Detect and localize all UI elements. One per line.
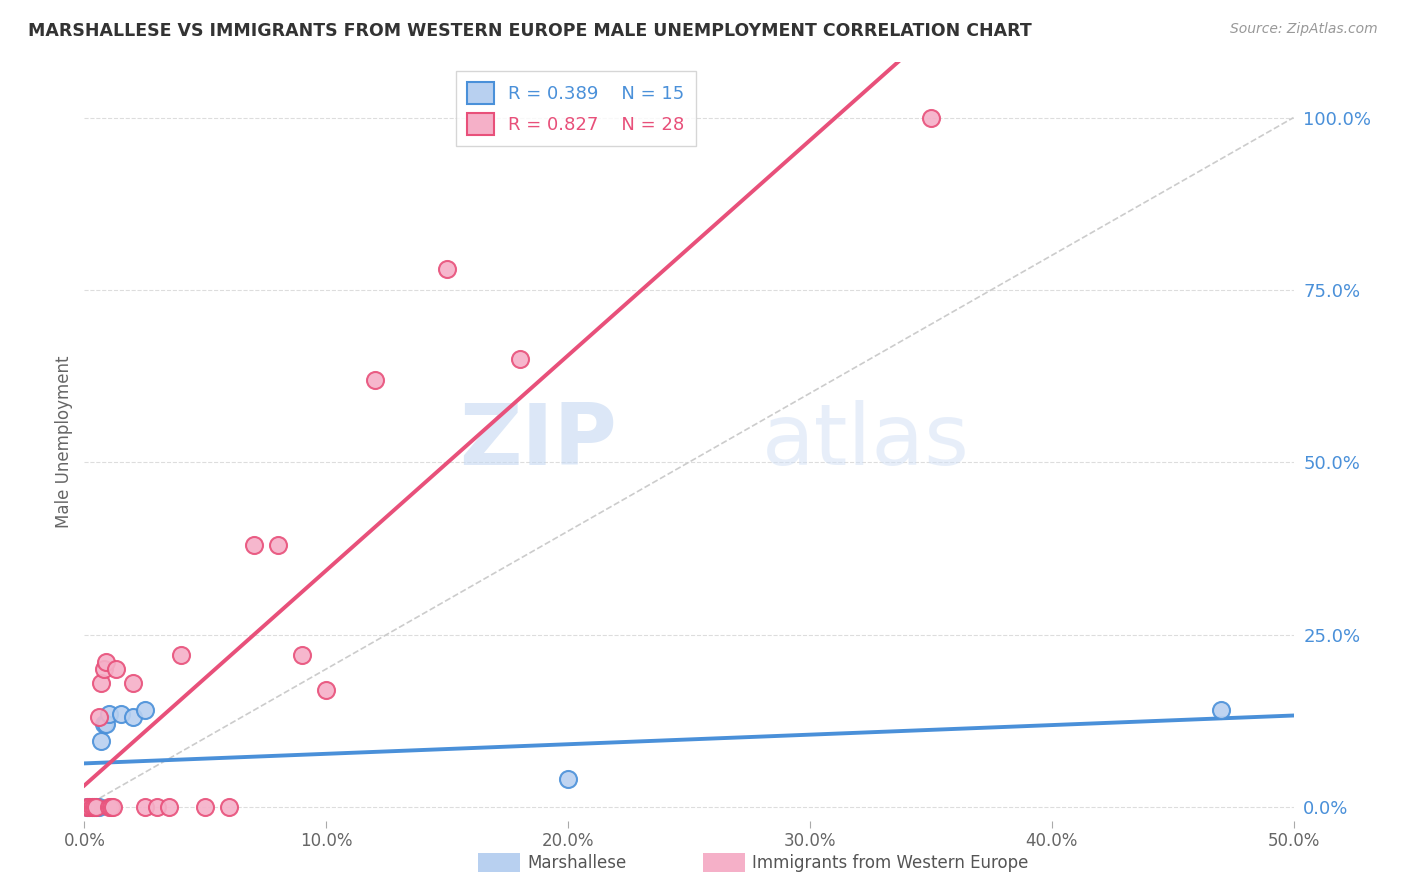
Y-axis label: Male Unemployment: Male Unemployment: [55, 355, 73, 528]
Point: [86, 800, 108, 814]
Point: [97, 800, 120, 814]
Point: [90, 734, 112, 748]
Point: [97, 706, 120, 721]
Point: [76, 800, 98, 814]
Point: [121, 675, 143, 690]
Text: ZIP: ZIP: [458, 400, 616, 483]
Point: [100, 800, 122, 814]
Point: [103, 800, 125, 814]
Point: [94, 655, 117, 669]
Point: [83, 800, 105, 814]
Point: [110, 706, 132, 721]
Point: [218, 800, 240, 814]
Point: [194, 800, 217, 814]
Point: [77, 800, 100, 814]
FancyBboxPatch shape: [467, 847, 531, 878]
Point: [315, 682, 337, 697]
Point: [1209, 703, 1232, 717]
Point: [509, 351, 531, 366]
Point: [146, 800, 169, 814]
Point: [363, 372, 385, 386]
Point: [242, 538, 264, 552]
Text: MARSHALLESE VS IMMIGRANTS FROM WESTERN EUROPE MALE UNEMPLOYMENT CORRELATION CHAR: MARSHALLESE VS IMMIGRANTS FROM WESTERN E…: [28, 22, 1032, 40]
Point: [104, 662, 127, 676]
Text: atlas: atlas: [762, 400, 970, 483]
FancyBboxPatch shape: [692, 847, 756, 878]
Legend: R = 0.389    N = 15, R = 0.827    N = 28: R = 0.389 N = 15, R = 0.827 N = 28: [456, 71, 696, 146]
Point: [557, 772, 579, 787]
Point: [94, 717, 117, 731]
Point: [93, 717, 115, 731]
Point: [291, 648, 314, 663]
Point: [76, 800, 98, 814]
Point: [83, 800, 105, 814]
Point: [87, 800, 110, 814]
Point: [93, 662, 115, 676]
Point: [920, 111, 942, 125]
Point: [87, 710, 110, 724]
Text: Marshallese: Marshallese: [527, 854, 627, 871]
Text: Source: ZipAtlas.com: Source: ZipAtlas.com: [1230, 22, 1378, 37]
Point: [134, 703, 156, 717]
Point: [77, 800, 100, 814]
Point: [267, 538, 290, 552]
Point: [80, 800, 103, 814]
Text: Immigrants from Western Europe: Immigrants from Western Europe: [752, 854, 1029, 871]
Point: [170, 648, 193, 663]
Point: [134, 800, 156, 814]
Point: [86, 800, 108, 814]
Point: [436, 262, 458, 277]
Point: [121, 710, 143, 724]
Point: [80, 800, 103, 814]
Point: [157, 800, 180, 814]
Point: [90, 675, 112, 690]
